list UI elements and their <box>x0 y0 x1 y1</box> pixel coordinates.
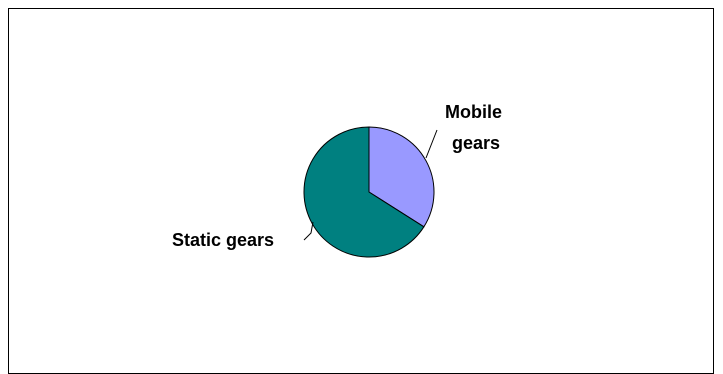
pie-slices <box>303 126 435 258</box>
leader-line-mobile <box>425 129 438 159</box>
leader-line-static <box>303 221 314 241</box>
pie-slice-static <box>303 126 425 258</box>
slice-label-mobile-line2: gears <box>452 133 500 153</box>
slice-label-mobile-line1: Mobile <box>445 102 502 122</box>
leader-lines <box>303 129 438 241</box>
slice-label-static: Static gears <box>172 230 274 250</box>
